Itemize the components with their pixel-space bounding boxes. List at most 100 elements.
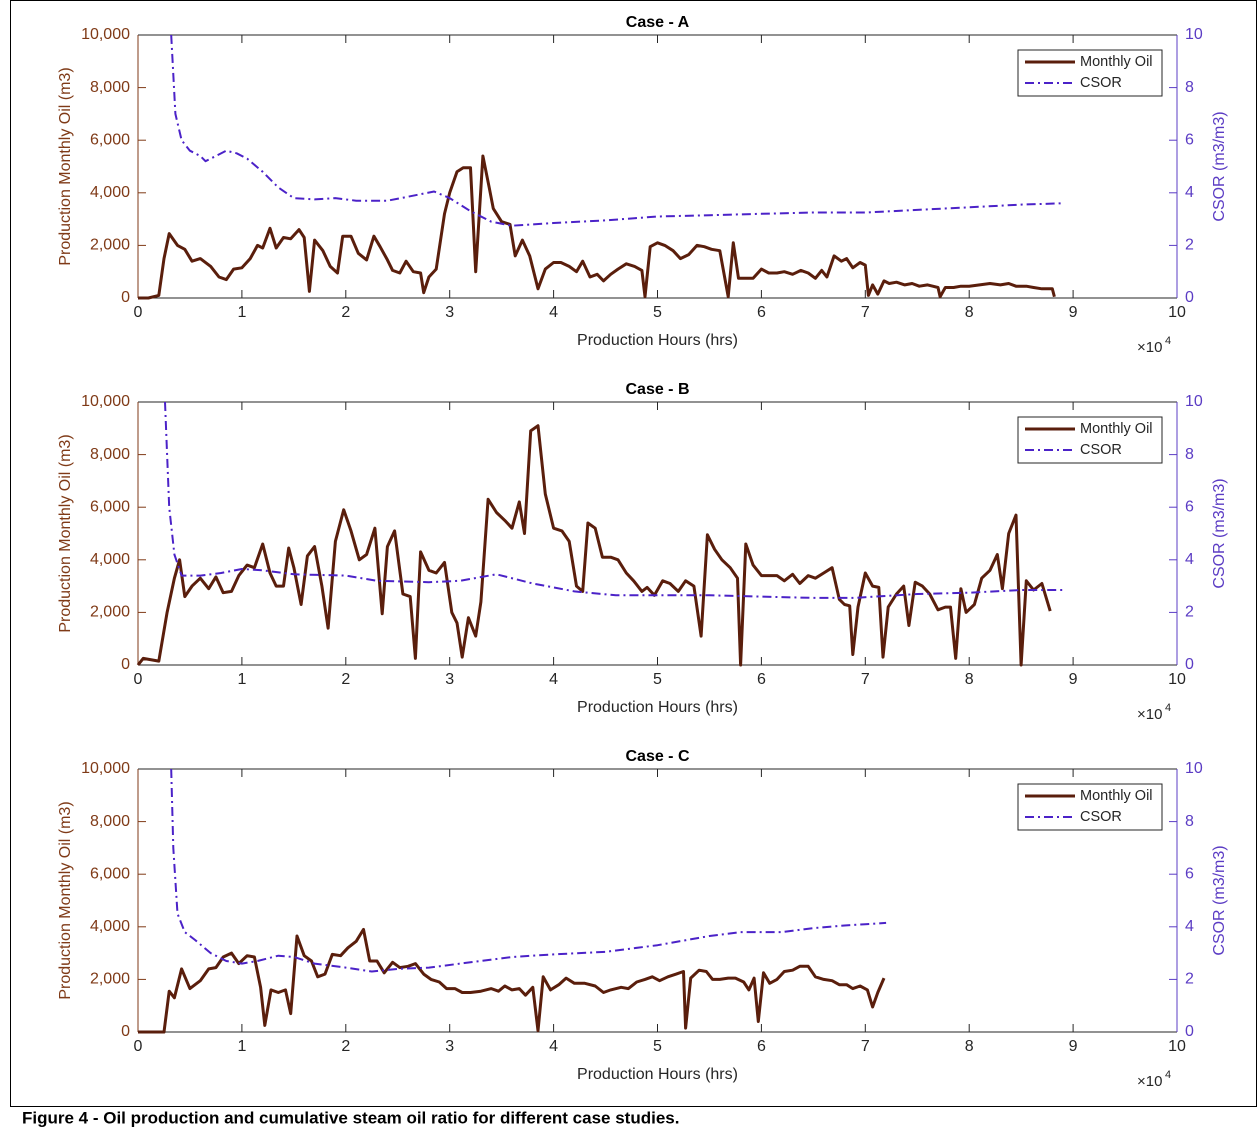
y-tick-label: 6,000 [90, 131, 130, 148]
x-tick-label: 3 [445, 304, 454, 321]
oil-line [138, 927, 886, 1034]
oil-line [138, 154, 1056, 300]
y2-tick-label: 2 [1185, 237, 1194, 254]
x-tick-label: 7 [861, 304, 870, 321]
legend-box [1017, 783, 1163, 831]
y-axis-label: Production Monthly Oil (m3) [57, 67, 74, 265]
y2-tick-label: 6 [1185, 865, 1194, 882]
y2-tick-label: 6 [1185, 131, 1194, 148]
x-multiplier: ×10 [1137, 339, 1162, 356]
x-multiplier-exponent: 4 [1165, 1069, 1171, 1081]
y-tick-label: 2,000 [90, 971, 130, 988]
y-tick-label: 10,000 [81, 760, 130, 777]
y2-axis-label: CSOR (m3/m3) [1211, 845, 1228, 955]
y2-tick-label: 8 [1185, 446, 1194, 463]
y2-axis-label: CSOR (m3/m3) [1211, 478, 1228, 588]
y2-tick-label: 10 [1185, 393, 1203, 410]
x-tick-label: 3 [445, 671, 454, 688]
y2-tick-label: 2 [1185, 604, 1194, 621]
y-tick-label: 0 [121, 1023, 130, 1040]
y-axis-label: Production Monthly Oil (m3) [57, 801, 74, 999]
x-tick-label: 6 [757, 304, 766, 321]
x-tick-label: 8 [965, 304, 974, 321]
x-multiplier: ×10 [1137, 706, 1162, 723]
x-tick-label: 5 [653, 671, 662, 688]
x-tick-label: 7 [861, 1038, 870, 1055]
x-multiplier-exponent: 4 [1165, 702, 1171, 714]
csor-line [170, 768, 887, 973]
x-tick-label: 1 [237, 304, 246, 321]
x-tick-label: 9 [1069, 1038, 1078, 1055]
legend-box [1017, 416, 1163, 464]
legend-label: CSOR [1080, 809, 1122, 825]
y2-tick-label: 8 [1185, 79, 1194, 96]
legend-label: Monthly Oil [1080, 788, 1153, 804]
x-tick-label: 9 [1069, 671, 1078, 688]
y-tick-label: 8,000 [90, 79, 130, 96]
figure-frame [10, 0, 1257, 1107]
y-tick-label: 6,000 [90, 498, 130, 515]
y2-tick-label: 0 [1185, 656, 1194, 673]
y2-tick-label: 10 [1185, 760, 1203, 777]
legend-box [1017, 49, 1163, 97]
y2-tick-label: 10 [1185, 26, 1203, 43]
legend-label: CSOR [1080, 442, 1122, 458]
y-tick-label: 10,000 [81, 26, 130, 43]
legend-label: CSOR [1080, 75, 1122, 91]
x-tick-label: 0 [134, 304, 143, 321]
y-tick-label: 0 [121, 289, 130, 306]
y-tick-label: 8,000 [90, 446, 130, 463]
y-tick-label: 4,000 [90, 184, 130, 201]
x-tick-label: 1 [237, 671, 246, 688]
y2-tick-label: 8 [1185, 813, 1194, 830]
x-axis-label: Production Hours (hrs) [577, 1066, 738, 1083]
x-tick-label: 7 [861, 671, 870, 688]
x-tick-label: 2 [341, 304, 350, 321]
x-tick-label: 9 [1069, 304, 1078, 321]
x-tick-label: 0 [134, 1038, 143, 1055]
x-axis-label: Production Hours (hrs) [577, 332, 738, 349]
chart-title: Case - A [626, 14, 690, 31]
legend-label: Monthly Oil [1080, 54, 1153, 70]
x-tick-label: 2 [341, 671, 350, 688]
x-tick-label: 1 [237, 1038, 246, 1055]
x-axis-label: Production Hours (hrs) [577, 699, 738, 716]
x-tick-label: 10 [1168, 671, 1186, 688]
chart-title: Case - B [625, 381, 689, 398]
x-multiplier-exponent: 4 [1165, 335, 1171, 347]
x-tick-label: 10 [1168, 304, 1186, 321]
x-tick-label: 5 [653, 304, 662, 321]
y-tick-label: 8,000 [90, 813, 130, 830]
y2-tick-label: 0 [1185, 1023, 1194, 1040]
x-multiplier: ×10 [1137, 1073, 1162, 1090]
y-tick-label: 10,000 [81, 393, 130, 410]
x-tick-label: 10 [1168, 1038, 1186, 1055]
csor-line [164, 401, 1063, 599]
y2-tick-label: 0 [1185, 289, 1194, 306]
x-tick-label: 5 [653, 1038, 662, 1055]
y-axis-label: Production Monthly Oil (m3) [57, 434, 74, 632]
x-tick-label: 0 [134, 671, 143, 688]
x-tick-label: 4 [549, 304, 558, 321]
caption: Figure 4 - Oil production and cumulative… [22, 1108, 679, 1127]
x-tick-label: 8 [965, 671, 974, 688]
y-tick-label: 2,000 [90, 604, 130, 621]
oil-line [136, 424, 1052, 667]
y2-tick-label: 4 [1185, 184, 1194, 201]
y2-tick-label: 4 [1185, 918, 1194, 935]
y2-tick-label: 6 [1185, 498, 1194, 515]
y-tick-label: 0 [121, 656, 130, 673]
x-tick-label: 6 [757, 1038, 766, 1055]
x-tick-label: 2 [341, 1038, 350, 1055]
y-tick-label: 4,000 [90, 918, 130, 935]
y-tick-label: 6,000 [90, 865, 130, 882]
x-tick-label: 6 [757, 671, 766, 688]
x-tick-label: 8 [965, 1038, 974, 1055]
chart-title: Case - C [625, 748, 689, 765]
x-tick-label: 4 [549, 671, 558, 688]
y-tick-label: 2,000 [90, 237, 130, 254]
y2-tick-label: 4 [1185, 551, 1194, 568]
x-tick-label: 3 [445, 1038, 454, 1055]
